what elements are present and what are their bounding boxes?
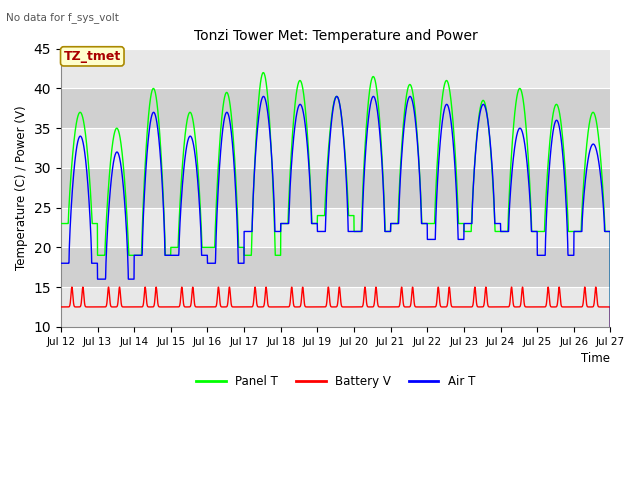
Battery V (596, 304, 604, 310)
Air T (120, 186, 127, 192)
Bar (61, 208, 611, 247)
Panel T (537, 228, 545, 234)
Battery V (68, 284, 76, 290)
Line: Battery V: Battery V (61, 287, 611, 406)
Line: Air T: Air T (61, 96, 611, 406)
Panel T (120, 165, 127, 171)
Bar (61, 128, 611, 168)
Battery V (292, 304, 300, 310)
Bar (61, 168, 611, 208)
Line: Panel T: Panel T (61, 72, 611, 406)
Battery V (120, 304, 127, 310)
Battery V (537, 304, 545, 310)
Air T (596, 167, 604, 172)
Bar (61, 88, 611, 128)
Air T (537, 252, 545, 258)
Y-axis label: Temperature (C) / Power (V): Temperature (C) / Power (V) (15, 106, 28, 270)
Air T (268, 154, 275, 159)
Battery V (607, 403, 614, 409)
Text: TZ_tmet: TZ_tmet (63, 50, 121, 63)
Battery V (268, 304, 276, 310)
Air T (292, 119, 300, 125)
Panel T (292, 96, 300, 102)
Title: Tonzi Tower Met: Temperature and Power: Tonzi Tower Met: Temperature and Power (194, 29, 477, 43)
Panel T (152, 95, 160, 100)
Panel T (57, 221, 65, 227)
Panel T (596, 146, 604, 152)
Panel T (260, 70, 268, 75)
Bar (61, 247, 611, 287)
Text: No data for f_sys_volt: No data for f_sys_volt (6, 12, 119, 23)
Bar (61, 287, 611, 327)
Bar (61, 49, 611, 88)
Air T (406, 94, 414, 99)
Air T (152, 116, 160, 121)
Air T (607, 403, 614, 409)
X-axis label: Time: Time (581, 352, 611, 365)
Panel T (268, 158, 276, 164)
Battery V (57, 304, 65, 310)
Panel T (607, 403, 614, 409)
Air T (57, 260, 65, 266)
Legend: Panel T, Battery V, Air T: Panel T, Battery V, Air T (192, 371, 479, 393)
Battery V (152, 285, 160, 290)
